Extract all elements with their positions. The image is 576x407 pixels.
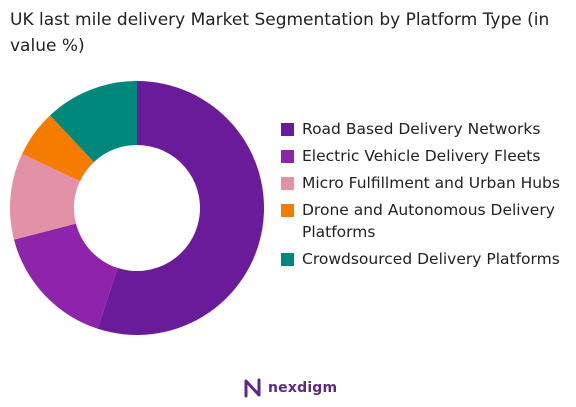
legend-item-crowdsourced: Crowdsourced Delivery Platforms [281, 248, 573, 270]
legend-swatch [281, 123, 294, 136]
legend-label: Electric Vehicle Delivery Fleets [302, 147, 541, 165]
donut-slice-3 [22, 115, 94, 182]
legend-label: Micro Fulfillment and Urban Hubs [302, 174, 560, 192]
donut-slice-0 [97, 81, 264, 336]
legend-swatch [281, 253, 294, 266]
legend-item-road-based: Road Based Delivery Networks [281, 118, 573, 140]
legend-item-electric-vehicle: Electric Vehicle Delivery Fleets [281, 145, 573, 167]
donut-slice-2 [9, 153, 80, 240]
brand-name: nexdigm [268, 380, 338, 396]
chart-legend: Road Based Delivery Networks Electric Ve… [281, 118, 573, 275]
nexdigm-logo-icon [244, 378, 261, 398]
legend-swatch [281, 150, 294, 163]
legend-label: Drone and Autonomous Delivery Platforms [302, 201, 555, 241]
legend-swatch [281, 204, 294, 217]
legend-label: Road Based Delivery Networks [302, 120, 541, 138]
legend-swatch [281, 177, 294, 190]
donut-slice-1 [13, 223, 118, 329]
brand-logo: nexdigm [243, 376, 337, 400]
chart-title: UK last mile delivery Market Segmentatio… [10, 10, 550, 56]
donut-slice-4 [50, 81, 138, 163]
legend-item-drone-autonomous: Drone and Autonomous Delivery Platforms [281, 199, 573, 243]
legend-item-micro-fulfillment: Micro Fulfillment and Urban Hubs [281, 172, 573, 194]
legend-label: Crowdsourced Delivery Platforms [302, 250, 560, 268]
